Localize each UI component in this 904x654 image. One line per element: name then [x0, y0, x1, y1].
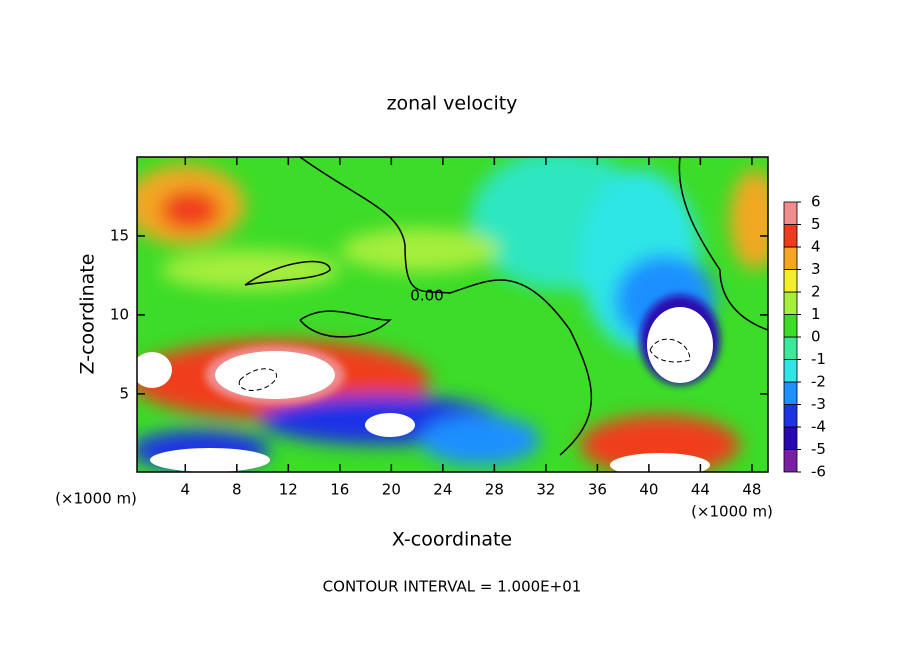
y-tick-label: 10: [110, 305, 129, 323]
colorbar-band: [783, 269, 798, 293]
chart-title: zonal velocity: [387, 93, 518, 115]
x-tick-label: 40: [639, 481, 658, 499]
colorbar-band: [783, 426, 798, 450]
colorbar-label: 6: [811, 193, 821, 211]
field: [137, 157, 768, 472]
x-tick-label: 44: [691, 481, 710, 499]
colorbar-label: -6: [811, 463, 826, 481]
colorbar-label: -3: [811, 395, 826, 413]
x-tick-label: 20: [382, 481, 401, 499]
colorbar-band: [783, 449, 798, 473]
colorbar-label: 1: [811, 305, 821, 323]
colorbar-label: -5: [811, 440, 826, 458]
colorbar-band: [783, 359, 798, 383]
colorbar-band: [783, 246, 798, 270]
x-tick-label: 8: [232, 481, 242, 499]
colorbar-band: [783, 336, 798, 360]
x-tick-label: 12: [279, 481, 298, 499]
colorbar-band: [783, 291, 798, 315]
colorbar-label: -1: [811, 350, 826, 368]
colorbar-label: 5: [811, 215, 821, 233]
x-tick-label: 28: [485, 481, 504, 499]
x-tick-label: 32: [536, 481, 555, 499]
colorbar-label: 0: [811, 328, 821, 346]
colorbar-band: [783, 381, 798, 405]
y-tick-label: 15: [110, 226, 129, 244]
x-tick-label: 4: [181, 481, 191, 499]
x-tick-label: 24: [433, 481, 452, 499]
colorbar-band: [783, 404, 798, 428]
x-tick-label: 16: [330, 481, 349, 499]
colorbar-band: [783, 224, 798, 248]
x-tick-label: 48: [742, 481, 761, 499]
y-tick-label: 5: [119, 384, 129, 402]
colorbar-label: 3: [811, 260, 821, 278]
x-axis-label: X-coordinate: [392, 529, 512, 551]
colorbar-band: [783, 201, 798, 225]
contour-label: 0.00: [410, 287, 443, 305]
x-tick-label: 36: [588, 481, 607, 499]
colorbar-band: [783, 314, 798, 338]
contour-interval: CONTOUR INTERVAL = 1.000E+01: [323, 578, 582, 596]
colorbar-label: -2: [811, 373, 826, 391]
x-unit: (×1000 m): [691, 503, 773, 521]
y-axis-label: Z-coordinate: [77, 254, 99, 375]
y-unit: (×1000 m): [55, 490, 137, 508]
colorbar-label: 4: [811, 238, 821, 256]
colorbar-label: 2: [811, 283, 821, 301]
colorbar-label: -4: [811, 418, 826, 436]
